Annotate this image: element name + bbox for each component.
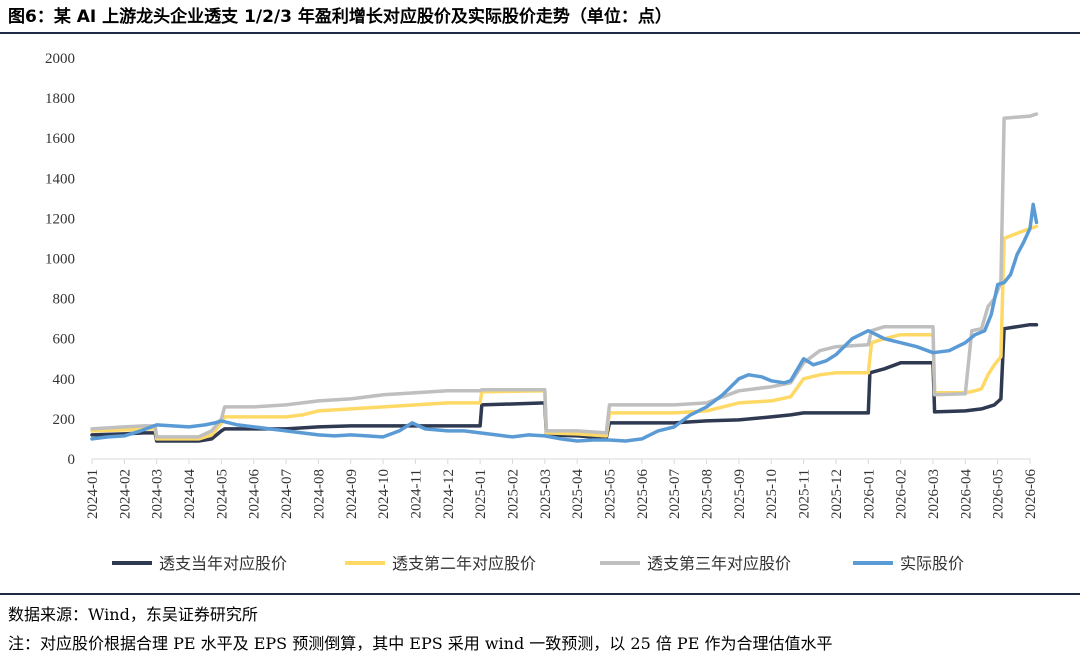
x-tick-label: 2024-10 <box>376 469 392 519</box>
x-tick-label: 2025-05 <box>603 469 619 519</box>
y-tick-label: 1600 <box>45 131 75 147</box>
x-tick-label: 2025-02 <box>505 469 521 519</box>
x-tick-label: 2024-05 <box>214 469 230 519</box>
x-tick-label: 2025-11 <box>797 469 813 518</box>
top-rule <box>0 32 1080 34</box>
x-tick-label: 2026-04 <box>958 469 974 519</box>
series-line-1 <box>90 322 1039 443</box>
x-tick-label: 2025-04 <box>570 469 586 519</box>
series-lines <box>90 112 1039 443</box>
legend: 透支当年对应股价 透支第二年对应股价 透支第三年对应股价 实际股价 <box>112 554 964 573</box>
y-tick-label: 1800 <box>45 91 75 107</box>
x-tick-label: 2026-03 <box>926 469 942 519</box>
y-tick-label: 600 <box>53 332 76 348</box>
x-tick-label: 2025-03 <box>538 469 554 519</box>
x-tick-label: 2024-06 <box>247 469 263 519</box>
x-tick-label: 2025-12 <box>829 469 845 519</box>
x-tick-label: 2026-02 <box>894 469 910 519</box>
bottom-rule <box>0 593 1080 595</box>
x-tick-label: 2025-01 <box>473 469 489 519</box>
x-tick-label: 2024-09 <box>344 469 360 519</box>
x-tick-label: 2026-06 <box>1023 469 1039 519</box>
data-source: 数据来源：Wind，东吴证券研究所 <box>8 605 258 624</box>
y-axis-ticks: 0 200 400 600 800 1000 1200 1400 1600 1800 2000 <box>45 51 75 468</box>
x-tick-label: 2026-01 <box>861 469 877 519</box>
legend-label-2: 透支第二年对应股价 <box>392 554 536 573</box>
footnote: 注：对应股价根据合理 PE 水平及 EPS 预测倒算，其中 EPS 采用 win… <box>8 634 833 653</box>
series-line-4 <box>90 202 1039 443</box>
x-tick-label: 2024-07 <box>279 469 295 519</box>
y-tick-label: 200 <box>53 412 76 428</box>
x-tick-label: 2025-09 <box>732 469 748 519</box>
line-chart: 0 200 400 600 800 1000 1200 1400 1600 1800 2000 20… <box>45 51 1039 573</box>
x-tick-label: 2026-05 <box>991 469 1007 519</box>
x-tick-label: 2024-04 <box>182 469 198 519</box>
series-line-3 <box>90 112 1039 439</box>
y-tick-label: 1400 <box>45 171 75 187</box>
legend-label-4: 实际股价 <box>900 554 964 573</box>
y-tick-label: 2000 <box>45 51 75 67</box>
x-tick-label: 2024-02 <box>117 469 133 519</box>
y-tick-label: 1200 <box>45 211 75 227</box>
legend-label-3: 透支第三年对应股价 <box>647 554 791 573</box>
y-tick-label: 1000 <box>45 252 75 268</box>
x-tick-label: 2025-10 <box>764 469 780 519</box>
x-tick-label: 2024-12 <box>441 469 457 519</box>
x-tick-label: 2025-06 <box>635 469 651 519</box>
x-tick-label: 2024-03 <box>150 469 166 519</box>
y-tick-label: 800 <box>53 292 76 308</box>
legend-label-1: 透支当年对应股价 <box>159 554 287 573</box>
y-tick-label: 400 <box>53 372 76 388</box>
x-tick-label: 2024-01 <box>85 469 101 519</box>
x-tick-label: 2024-11 <box>408 469 424 518</box>
figure-title: 图6：某 AI 上游龙头企业透支 1/2/3 年盈利增长对应股价及实际股价走势（… <box>8 7 672 27</box>
x-axis-ticks: 2024-01 2024-02 2024-03 2024-04 2024-05 2024-… <box>85 458 1039 519</box>
x-tick-label: 2024-08 <box>311 469 327 519</box>
y-tick-label: 0 <box>68 452 76 468</box>
x-tick-label: 2025-07 <box>667 469 683 519</box>
x-tick-label: 2025-08 <box>700 469 716 519</box>
